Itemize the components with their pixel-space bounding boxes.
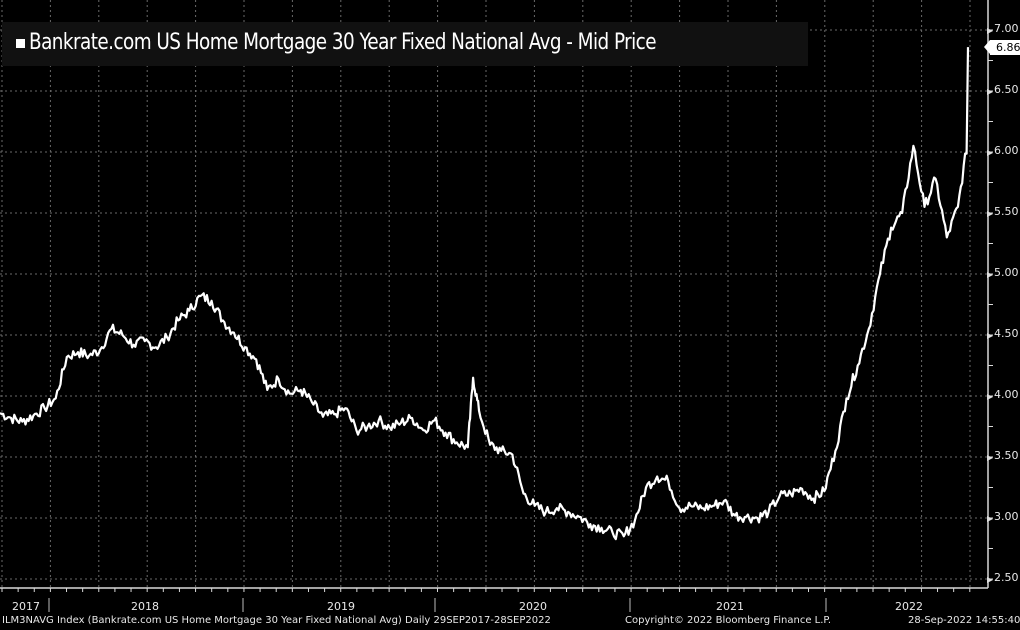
y-tick-label: 2.50	[987, 571, 1019, 584]
x-tick-label: 2020	[519, 600, 547, 613]
y-tick-label: 3.00	[987, 510, 1019, 523]
x-tick-label: 2022	[895, 600, 923, 613]
y-tick-label: 3.50	[987, 449, 1019, 462]
legend-swatch-icon	[16, 39, 25, 48]
x-tick-label: 2021	[716, 600, 744, 613]
horizontal-gridlines	[0, 29, 988, 580]
footer-timestamp: 28-Sep-2022 14:55:40	[908, 615, 1020, 626]
y-tick-label: 4.00	[987, 388, 1019, 401]
x-tick-label: 2017	[12, 600, 40, 613]
y-tick-label: 4.50	[987, 327, 1019, 340]
y-tick-label: 6.50	[987, 83, 1019, 96]
mortgage-rate-line	[0, 47, 970, 541]
footer-ticker: ILM3NAVG Index (Bankrate.com US Home Mor…	[2, 615, 551, 626]
x-tick-label: 2018	[131, 600, 159, 613]
x-tick-label: 2019	[327, 600, 355, 613]
last-value-label: 6.86	[984, 40, 1020, 55]
y-tick-label: 6.00	[987, 144, 1019, 157]
x-axis-minor-ticks	[1, 588, 971, 592]
vertical-gridlines	[1, 0, 971, 588]
footer-copyright: Copyright© 2022 Bloomberg Finance L.P.	[625, 615, 832, 626]
y-tick-label: 5.50	[987, 205, 1019, 218]
legend-label: Bankrate.com US Home Mortgage 30 Year Fi…	[29, 30, 657, 55]
y-tick-label: 5.00	[987, 266, 1019, 279]
year-separators	[48, 598, 827, 612]
y-tick-label: 7.00	[987, 22, 1019, 35]
legend-box: Bankrate.com US Home Mortgage 30 Year Fi…	[2, 22, 808, 66]
